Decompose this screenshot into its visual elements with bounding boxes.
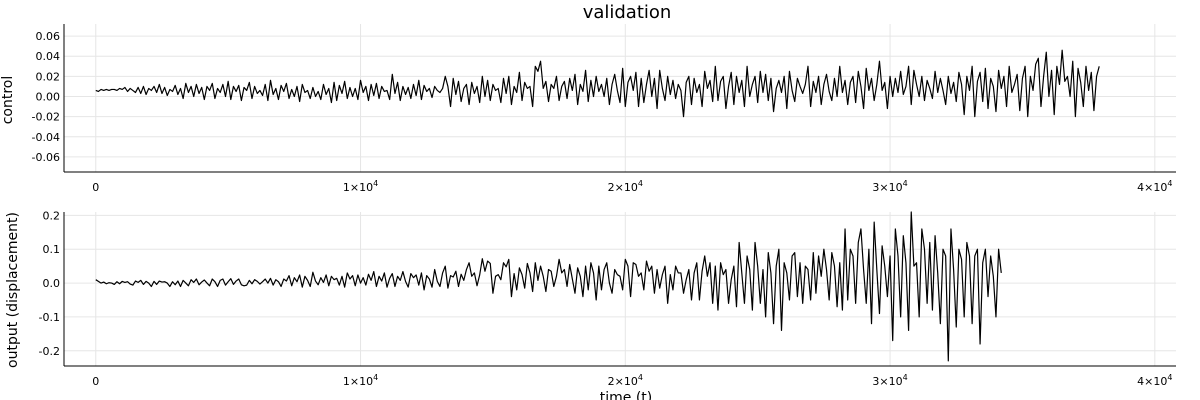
- output-x-tick-label-0: 0: [92, 375, 99, 388]
- control-x-tick-label-1: 1×104: [343, 179, 378, 194]
- output-panel: -0.2 -0.1 0.0 0.1 0.2 0 1×104 2×104 3×104 4×104: [39, 209, 1176, 388]
- output-y-tick-label-1: -0.1: [39, 311, 60, 324]
- output-series-line-0: [95, 211, 1002, 362]
- output-y-tick-label-4: 0.2: [43, 209, 61, 222]
- control-x-tick-label-0: 0: [92, 181, 99, 194]
- control-y-tick-label-0: -0.06: [32, 151, 60, 164]
- control-y-tick-label-4: 0.02: [36, 70, 61, 83]
- time-x-axis-label: time (t): [600, 390, 653, 400]
- output-x-tick-label-4: 4×104: [1137, 373, 1172, 388]
- control-x-tick-label-3: 3×104: [872, 179, 907, 194]
- control-y-tick-label-5: 0.04: [36, 50, 61, 63]
- control-y-tick-label-2: -0.02: [32, 111, 60, 124]
- control-y-tick-label-6: 0.06: [36, 30, 61, 43]
- output-y-tick-label-0: -0.2: [39, 345, 60, 358]
- control-y-tick-label-1: -0.04: [32, 131, 60, 144]
- control-panel: -0.06 -0.04 -0.02 0.00 0.02 0.04 0.06 0 1×104 2×1…: [32, 24, 1176, 194]
- output-y-tick-label-3: 0.1: [43, 243, 61, 256]
- chart-title: validation: [583, 2, 672, 23]
- output-x-tick-label-1: 1×104: [343, 373, 378, 388]
- control-x-tick-label-2: 2×104: [608, 179, 643, 194]
- control-y-tick-label-3: 0.00: [36, 90, 61, 103]
- output-x-tick-label-2: 2×104: [608, 373, 643, 388]
- control-y-axis-label: control: [0, 76, 16, 125]
- output-y-tick-label-2: 0.0: [43, 277, 61, 290]
- control-x-tick-label-4: 4×104: [1137, 179, 1172, 194]
- output-x-tick-label-3: 3×104: [872, 373, 907, 388]
- control-series-line-0: [95, 49, 1100, 118]
- output-y-axis-label: output (displacement): [5, 212, 21, 368]
